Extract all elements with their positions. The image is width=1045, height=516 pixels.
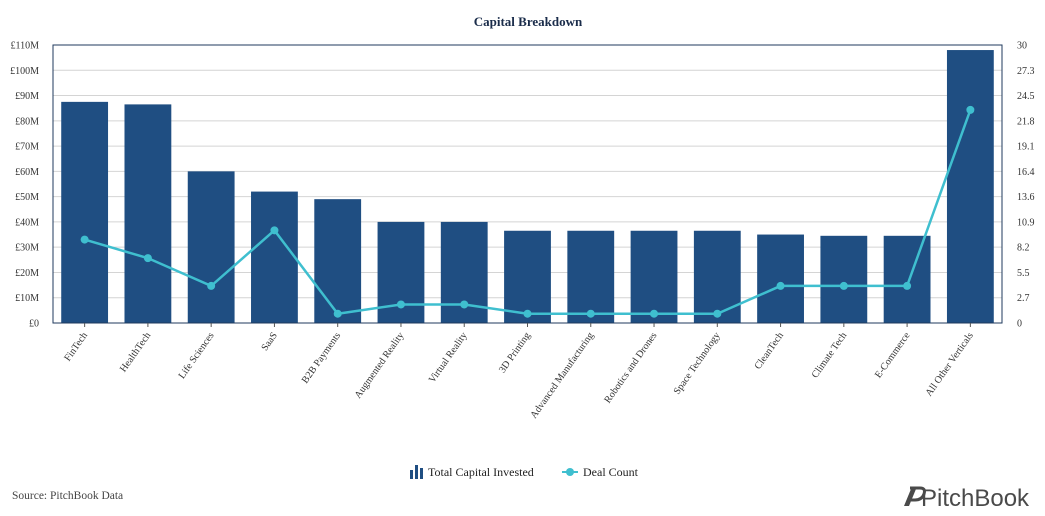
axes <box>52 44 1003 327</box>
x-category-label: CleanTech <box>753 330 786 371</box>
x-category-label: Climate Tech <box>810 330 850 380</box>
y-left-tick-label: £30M <box>15 243 39 254</box>
x-category-label: Life Sciences <box>177 330 217 381</box>
line-point[interactable] <box>143 254 152 263</box>
y-right-tick-label: 2.7 <box>1017 293 1030 304</box>
line-point[interactable] <box>396 300 405 309</box>
y-right-tick-label: 30 <box>1017 41 1027 52</box>
x-category-label: FinTech <box>62 330 90 363</box>
x-category-label: Virtual Reality <box>427 330 470 385</box>
line-point[interactable] <box>270 226 279 235</box>
x-category-label: All Other Verticals <box>924 330 976 398</box>
bar[interactable] <box>946 50 994 324</box>
y-left-tick-label: £80M <box>15 116 39 127</box>
line-point[interactable] <box>713 309 722 318</box>
y-right-tick-label: 19.1 <box>1017 142 1035 153</box>
line-point[interactable] <box>966 105 975 114</box>
bar[interactable] <box>757 234 804 323</box>
bar[interactable] <box>187 171 235 323</box>
brand-name: PitchBook <box>921 485 1030 512</box>
y-right-tick-label: 27.3 <box>1017 66 1035 77</box>
y-right-tick-label: 5.5 <box>1017 268 1030 279</box>
x-category-label: Augmented Reality <box>353 330 407 400</box>
line-point[interactable] <box>586 309 595 318</box>
y-right-tick-label: 8.2 <box>1017 243 1030 254</box>
chart-title: Capital Breakdown <box>474 14 583 29</box>
y-right-tick-label: 10.9 <box>1017 217 1035 228</box>
line-point[interactable] <box>839 281 848 290</box>
y-axis-right-ticks: 0 2.7 5.5 8.2 10.9 13.6 16.4 19.1 21.8 24.5 27.3 30 <box>1017 41 1035 330</box>
line-point[interactable] <box>903 281 912 290</box>
y-left-tick-label: £110M <box>10 41 39 52</box>
legend-bar-icon <box>410 465 423 479</box>
y-left-tick-label: £20M <box>15 268 39 279</box>
line-point[interactable] <box>650 309 659 318</box>
bar[interactable] <box>124 104 172 324</box>
pitchbook-logo-icon <box>904 486 926 506</box>
x-category-label: SaaS <box>259 330 279 353</box>
y-right-tick-label: 24.5 <box>1017 91 1035 102</box>
bar-series <box>61 50 994 324</box>
bar[interactable] <box>630 230 678 323</box>
x-category-label: Space Technology <box>672 330 723 396</box>
y-left-tick-label: £90M <box>15 91 39 102</box>
y-right-tick-label: 16.4 <box>1017 167 1035 178</box>
legend[interactable]: Total Capital Invested Deal Count <box>410 465 639 479</box>
y-left-tick-label: £60M <box>15 167 39 178</box>
y-right-tick-label: 21.8 <box>1017 116 1035 127</box>
legend-line-icon <box>562 468 578 476</box>
bar[interactable] <box>820 235 868 323</box>
line-point[interactable] <box>776 281 785 290</box>
y-left-tick-label: £10M <box>15 293 39 304</box>
line-point[interactable] <box>523 309 532 318</box>
x-category-label: B2B Payments <box>300 330 343 385</box>
x-axis-ticks: FinTech HealthTech Life Sciences SaaS B2B Pa… <box>62 330 976 421</box>
bar[interactable] <box>567 230 615 323</box>
legend-line-label: Deal Count <box>583 465 639 479</box>
line-series <box>80 105 975 318</box>
bar[interactable] <box>314 199 362 323</box>
source-note: Source: PitchBook Data <box>12 490 123 502</box>
y-left-tick-label: £70M <box>15 142 39 153</box>
line-point[interactable] <box>333 309 342 318</box>
bar[interactable] <box>251 191 298 323</box>
line-point[interactable] <box>207 281 216 290</box>
line-point[interactable] <box>80 235 89 244</box>
line-point[interactable] <box>460 300 469 309</box>
y-right-tick-label: 0 <box>1017 319 1022 330</box>
y-left-tick-label: £40M <box>15 217 39 228</box>
x-category-label: Robotics and Drones <box>602 330 659 405</box>
bar[interactable] <box>693 230 741 323</box>
bar[interactable] <box>61 101 109 323</box>
x-category-label: HealthTech <box>118 330 153 374</box>
y-axis-left-ticks: £0 £10M £20M £30M £40M £50M £60M £70M £80M £90M £1… <box>10 41 39 330</box>
bar[interactable] <box>883 235 931 323</box>
x-category-label: 3D Printing <box>497 330 533 375</box>
y-left-tick-label: £100M <box>10 66 39 77</box>
y-right-tick-label: 13.6 <box>1017 192 1035 203</box>
bar[interactable] <box>504 230 551 323</box>
y-left-tick-label: £0 <box>29 319 39 330</box>
x-category-label: Advanced Manufacturing <box>528 330 596 420</box>
x-category-label: E-Commerce <box>873 330 913 380</box>
y-left-tick-label: £50M <box>15 192 39 203</box>
legend-bar-label: Total Capital Invested <box>428 465 534 479</box>
